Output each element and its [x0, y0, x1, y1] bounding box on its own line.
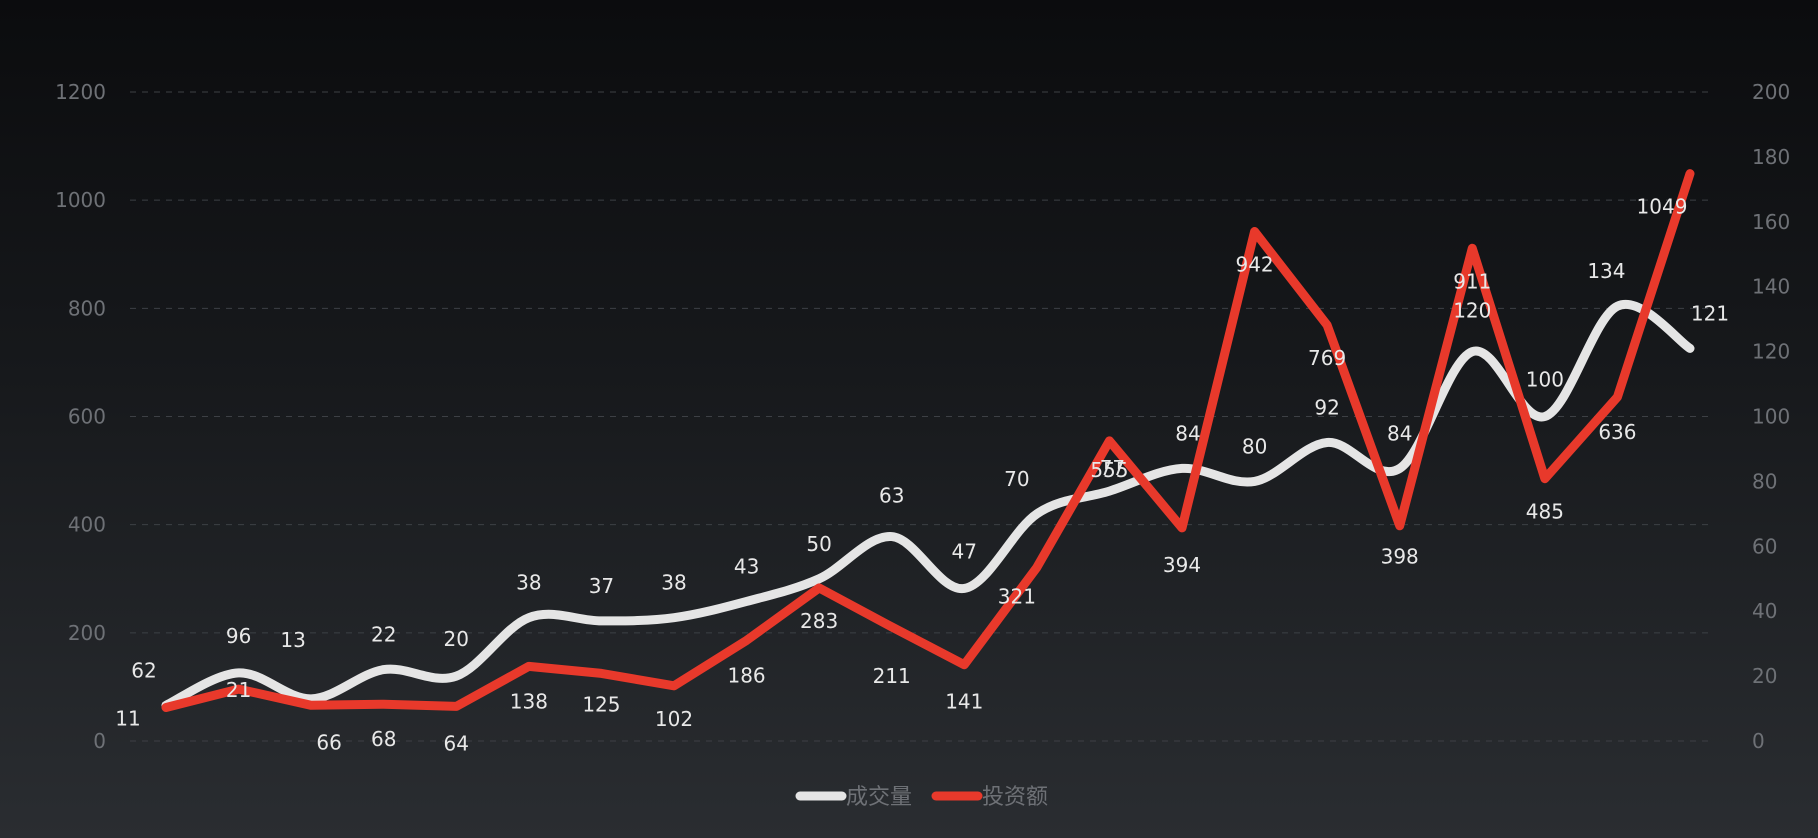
data-label: 942	[1235, 253, 1273, 277]
data-label: 141	[945, 690, 983, 714]
data-label: 102	[655, 707, 693, 731]
data-label: 84	[1175, 421, 1200, 445]
data-label: 21	[226, 678, 251, 702]
right-axis-tick-label: 0	[1752, 729, 1765, 753]
data-label: 211	[873, 664, 911, 688]
right-axis-tick-label: 20	[1752, 664, 1777, 688]
legend[interactable]: 成交量 投资额	[795, 785, 1048, 810]
data-label: 398	[1381, 545, 1419, 569]
series-lines	[161, 169, 1695, 712]
data-label: 121	[1691, 301, 1729, 325]
series-line-1	[161, 169, 1695, 712]
legend-label: 成交量	[846, 785, 912, 810]
left-axis-tick-label: 600	[68, 405, 106, 429]
data-label: 11	[115, 706, 140, 730]
data-label: 394	[1163, 553, 1201, 577]
right-axis-tick-label: 200	[1752, 80, 1790, 104]
right-axis-tick-label: 160	[1752, 210, 1790, 234]
right-axis-tick-label: 40	[1752, 599, 1777, 623]
data-label: 43	[734, 554, 759, 578]
data-label: 92	[1314, 395, 1339, 419]
left-axis-tick-label: 200	[68, 621, 106, 645]
data-label: 20	[444, 627, 469, 651]
data-label: 134	[1587, 259, 1625, 283]
data-label: 485	[1526, 500, 1564, 524]
data-label: 13	[280, 628, 305, 652]
right-axis-tick-label: 60	[1752, 534, 1777, 558]
data-label: 138	[510, 689, 548, 713]
data-label: 555	[1090, 458, 1128, 482]
data-label: 47	[952, 539, 977, 563]
left-axis-tick-label: 1000	[55, 188, 106, 212]
legend-label: 投资额	[982, 785, 1048, 810]
data-label: 636	[1598, 420, 1636, 444]
data-label: 283	[800, 609, 838, 633]
data-label: 77	[1100, 456, 1125, 480]
data-label: 62	[131, 658, 156, 682]
left-axis: 0 200 400 600 800 1000 1200	[55, 80, 106, 753]
data-label: 321	[998, 584, 1036, 608]
data-label: 50	[806, 532, 831, 556]
data-label: 120	[1453, 299, 1491, 323]
data-label: 38	[661, 571, 686, 595]
data-label: 186	[727, 663, 765, 687]
data-label: 64	[444, 731, 469, 755]
left-axis-tick-label: 0	[93, 729, 106, 753]
data-label: 80	[1242, 434, 1267, 458]
right-axis-tick-label: 80	[1752, 469, 1777, 493]
right-axis-tick-label: 100	[1752, 405, 1790, 429]
right-axis-tick-label: 180	[1752, 145, 1790, 169]
data-label: 70	[1004, 467, 1029, 491]
right-axis: 0 20 40 60 80 100 120 140 160 180 200	[1752, 80, 1790, 753]
data-label: 38	[516, 571, 541, 595]
point-labels: 62 96 13 22 20 38 37 38 43 50 63 47 70 77 84 80 92 84 120 1…	[115, 195, 1729, 756]
data-label: 66	[316, 730, 341, 754]
legend-item-0[interactable]: 成交量	[795, 785, 912, 810]
data-label: 37	[589, 574, 614, 598]
series-line-0	[161, 299, 1695, 710]
data-label: 100	[1526, 368, 1564, 392]
left-axis-tick-label: 1200	[55, 80, 106, 104]
data-label: 125	[582, 692, 620, 716]
data-label: 68	[371, 727, 396, 751]
right-axis-tick-label: 140	[1752, 275, 1790, 299]
data-label: 1049	[1637, 195, 1688, 219]
data-label: 63	[879, 484, 904, 508]
data-label: 769	[1308, 346, 1346, 370]
right-axis-tick-label: 120	[1752, 340, 1790, 364]
legend-item-1[interactable]: 投资额	[931, 785, 1048, 810]
data-label: 96	[226, 624, 251, 648]
data-label: 84	[1387, 421, 1412, 445]
data-label: 22	[371, 623, 396, 647]
data-label: 911	[1453, 269, 1491, 293]
left-axis-tick-label: 800	[68, 296, 106, 320]
left-axis-tick-label: 400	[68, 513, 106, 537]
